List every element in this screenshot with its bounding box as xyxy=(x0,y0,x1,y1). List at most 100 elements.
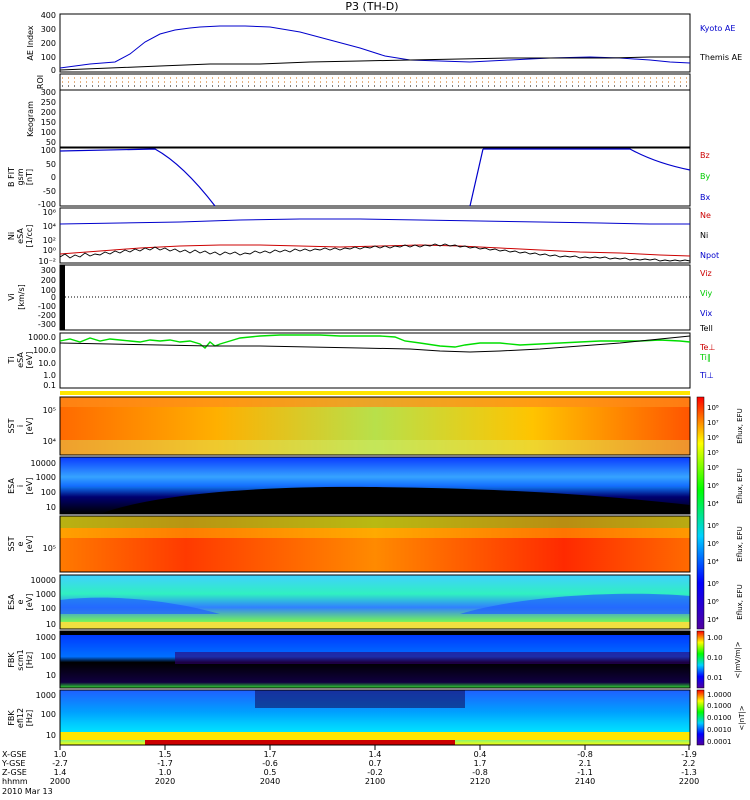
x-col-1-y: -1.7 xyxy=(157,759,173,768)
ni-ylabel-1: Ni xyxy=(7,232,16,240)
x-col-0-t: 2000 xyxy=(50,777,70,786)
fbk-scm-tick-100: 100 xyxy=(41,652,56,661)
esa-ion-tick-100: 100 xyxy=(41,488,56,497)
keogram-tick-100: 100 xyxy=(41,128,56,137)
x-axis-date: 2010 Mar 13 xyxy=(2,787,53,796)
sst-ion-tick-1e5: 10⁵ xyxy=(43,406,56,415)
efi-tick-5: 0.0001 xyxy=(707,738,732,746)
colorbar-eflux-bar xyxy=(696,396,705,630)
fbk-scm-panel: FBK scm1 [Hz] 1000 100 10 xyxy=(7,630,691,689)
x-col-6-x: -1.9 xyxy=(681,750,697,759)
eflux-tick-1: 10⁸ xyxy=(707,404,719,412)
colorbar-eflux: 10⁸ 10⁷ 10⁶ 10⁵ 10⁸ 10⁶ 10⁴ 10⁸ 10⁶ 10⁴ … xyxy=(696,396,744,630)
x-row-label-ygse: Y-GSE xyxy=(1,759,25,768)
eflux-tick-9: 10⁶ xyxy=(707,540,719,548)
x-col-0-x: 1.0 xyxy=(54,750,67,759)
efi-tick-2: 0.1000 xyxy=(707,702,732,710)
fbk-efi-ticks: 1000 100 10 xyxy=(36,691,56,740)
ni-legend-ne: Ne xyxy=(700,211,711,220)
ae-ticks: 400 300 200 100 0 xyxy=(41,11,56,75)
x-col-6-t: 2200 xyxy=(679,777,699,786)
fbk-scm-ylabel-3: [Hz] xyxy=(25,652,34,668)
sst-electron-panel: SST e [eV] 10⁵ xyxy=(7,515,691,573)
ae-tick-400: 400 xyxy=(41,11,56,20)
figure-title: P3 (TH-D) xyxy=(345,0,398,13)
ni-tick-1e6: 10⁶ xyxy=(43,208,56,217)
sst-electron-tick-1e5: 10⁵ xyxy=(43,544,56,553)
ae-ylabel: AE Index xyxy=(26,25,35,60)
x-col-4: 0.4 1.7 -0.8 2120 xyxy=(470,745,490,786)
ni-panel: Ni eSA [1/cc] 10⁶ 10⁴ 10² 10⁰ 10⁻² Ne Ni… xyxy=(7,207,719,266)
eflux-tick-10: 10⁴ xyxy=(707,558,719,566)
sst-electron-top-band xyxy=(60,516,690,528)
fbk-scm-black-top xyxy=(60,631,690,635)
fbk-efi-dark-block xyxy=(255,690,465,708)
esa-electron-blue-left xyxy=(60,597,220,614)
x-col-1-x: 1.5 xyxy=(159,750,172,759)
colorbar-scm: 1.00 0.10 0.01 <|mV/m|> xyxy=(696,630,742,689)
roi-ylabel: ROI xyxy=(36,75,45,89)
vi-tick-300: 300 xyxy=(41,266,56,275)
sst-ion-top-band xyxy=(60,397,690,407)
keogram-tick-150: 150 xyxy=(41,118,56,127)
x-row-label-hhmm: hhmm xyxy=(2,777,28,786)
ti-ylabel-2: eSA xyxy=(16,352,25,368)
x-col-2: 1.7 -0.6 0.5 2040 xyxy=(260,745,280,786)
esa-electron-bottom-band xyxy=(60,622,690,629)
fbk-efi-ylabel-3: [Hz] xyxy=(25,710,34,726)
keogram-tick-200: 200 xyxy=(41,108,56,117)
esa-electron-tick-100: 100 xyxy=(41,604,56,613)
keogram-ylabel: Keogram xyxy=(26,101,35,137)
x-col-6: -1.9 2.2 -1.3 2200 xyxy=(679,745,699,786)
fbk-efi-ylabel-2: efi12 xyxy=(16,708,25,728)
colorbar-eflux-label-2: Eflux, EFU xyxy=(736,468,744,503)
sst-electron-mid-band xyxy=(60,528,690,538)
ae-panel: AE Index 400 300 200 100 0 Kyoto AE Them… xyxy=(26,11,742,75)
x-col-6-z: -1.3 xyxy=(681,768,697,777)
colorbar-eflux-label-4: Eflux, EFU xyxy=(736,584,744,619)
colorbar-scm-label: <|mV/m|> xyxy=(734,641,742,678)
ti-tick-1: 1.0 xyxy=(43,371,56,380)
vi-tick-100: 100 xyxy=(41,286,56,295)
fbk-efi-tick-1000: 1000 xyxy=(36,691,56,700)
fbk-efi-ylabel-1: FBK xyxy=(7,710,16,726)
esa-ion-ylabel-3: [eV] xyxy=(25,478,34,495)
ni-legend-npot: Npot xyxy=(700,251,719,260)
keogram-panel: Keogram 300 250 200 150 100 50 xyxy=(26,88,691,148)
scm-tick-1: 1.00 xyxy=(707,634,723,642)
bfit-ylabel-1: B FIT xyxy=(7,167,16,187)
sst-electron-ylabel-1: SST xyxy=(7,536,16,551)
colorbar-eflux-ticks: 10⁸ 10⁷ 10⁶ 10⁵ 10⁸ 10⁶ 10⁴ 10⁸ 10⁶ 10⁴ … xyxy=(707,404,719,624)
ae-themis-line xyxy=(59,56,690,71)
x-row-label-zgse: Z-GSE xyxy=(2,768,27,777)
ti-legend-tipar: Ti∥ xyxy=(699,353,711,362)
ni-ni-line xyxy=(59,243,691,262)
vi-tick-m200: -200 xyxy=(38,311,56,320)
ti-ylabel-3: [eV] xyxy=(25,352,34,369)
esa-ion-tick-10: 10 xyxy=(46,503,56,512)
vi-legend-vix: Vix xyxy=(700,309,713,318)
keogram-tick-50: 50 xyxy=(46,138,56,147)
vi-tick-200: 200 xyxy=(41,276,56,285)
sst-ion-ylabel-3: [eV] xyxy=(25,418,34,435)
fbk-scm-ticks: 1000 100 10 xyxy=(36,633,56,680)
vi-tick-0: 0 xyxy=(51,293,56,302)
bfit-panel: B FIT gsm [nT] 100 50 0 -50 -100 Bz By B… xyxy=(7,146,710,209)
eflux-tick-11: 10⁸ xyxy=(707,580,719,588)
sst-ion-bottom-band xyxy=(60,440,690,455)
eflux-tick-6: 10⁶ xyxy=(707,482,719,490)
efi-tick-1: 1.0000 xyxy=(707,691,732,699)
esa-electron-ticks: 10000 1000 100 10 xyxy=(31,576,56,629)
esa-ion-tick-1000: 1000 xyxy=(36,473,56,482)
vi-legend-viz: Viz xyxy=(700,269,712,278)
x-col-3: 1.4 0.7 -0.2 2100 xyxy=(365,745,385,786)
ti-tick-100: 100.0 xyxy=(33,346,56,355)
ae-tick-0: 0 xyxy=(51,66,56,75)
x-col-5: -0.8 2.1 -1.1 2140 xyxy=(575,745,595,786)
esa-ion-black-region xyxy=(100,486,690,514)
efi-tick-4: 0.0010 xyxy=(707,726,732,734)
x-col-3-y: 0.7 xyxy=(369,759,382,768)
eflux-tick-5: 10⁸ xyxy=(707,464,719,472)
x-col-3-z: -0.2 xyxy=(367,768,383,777)
